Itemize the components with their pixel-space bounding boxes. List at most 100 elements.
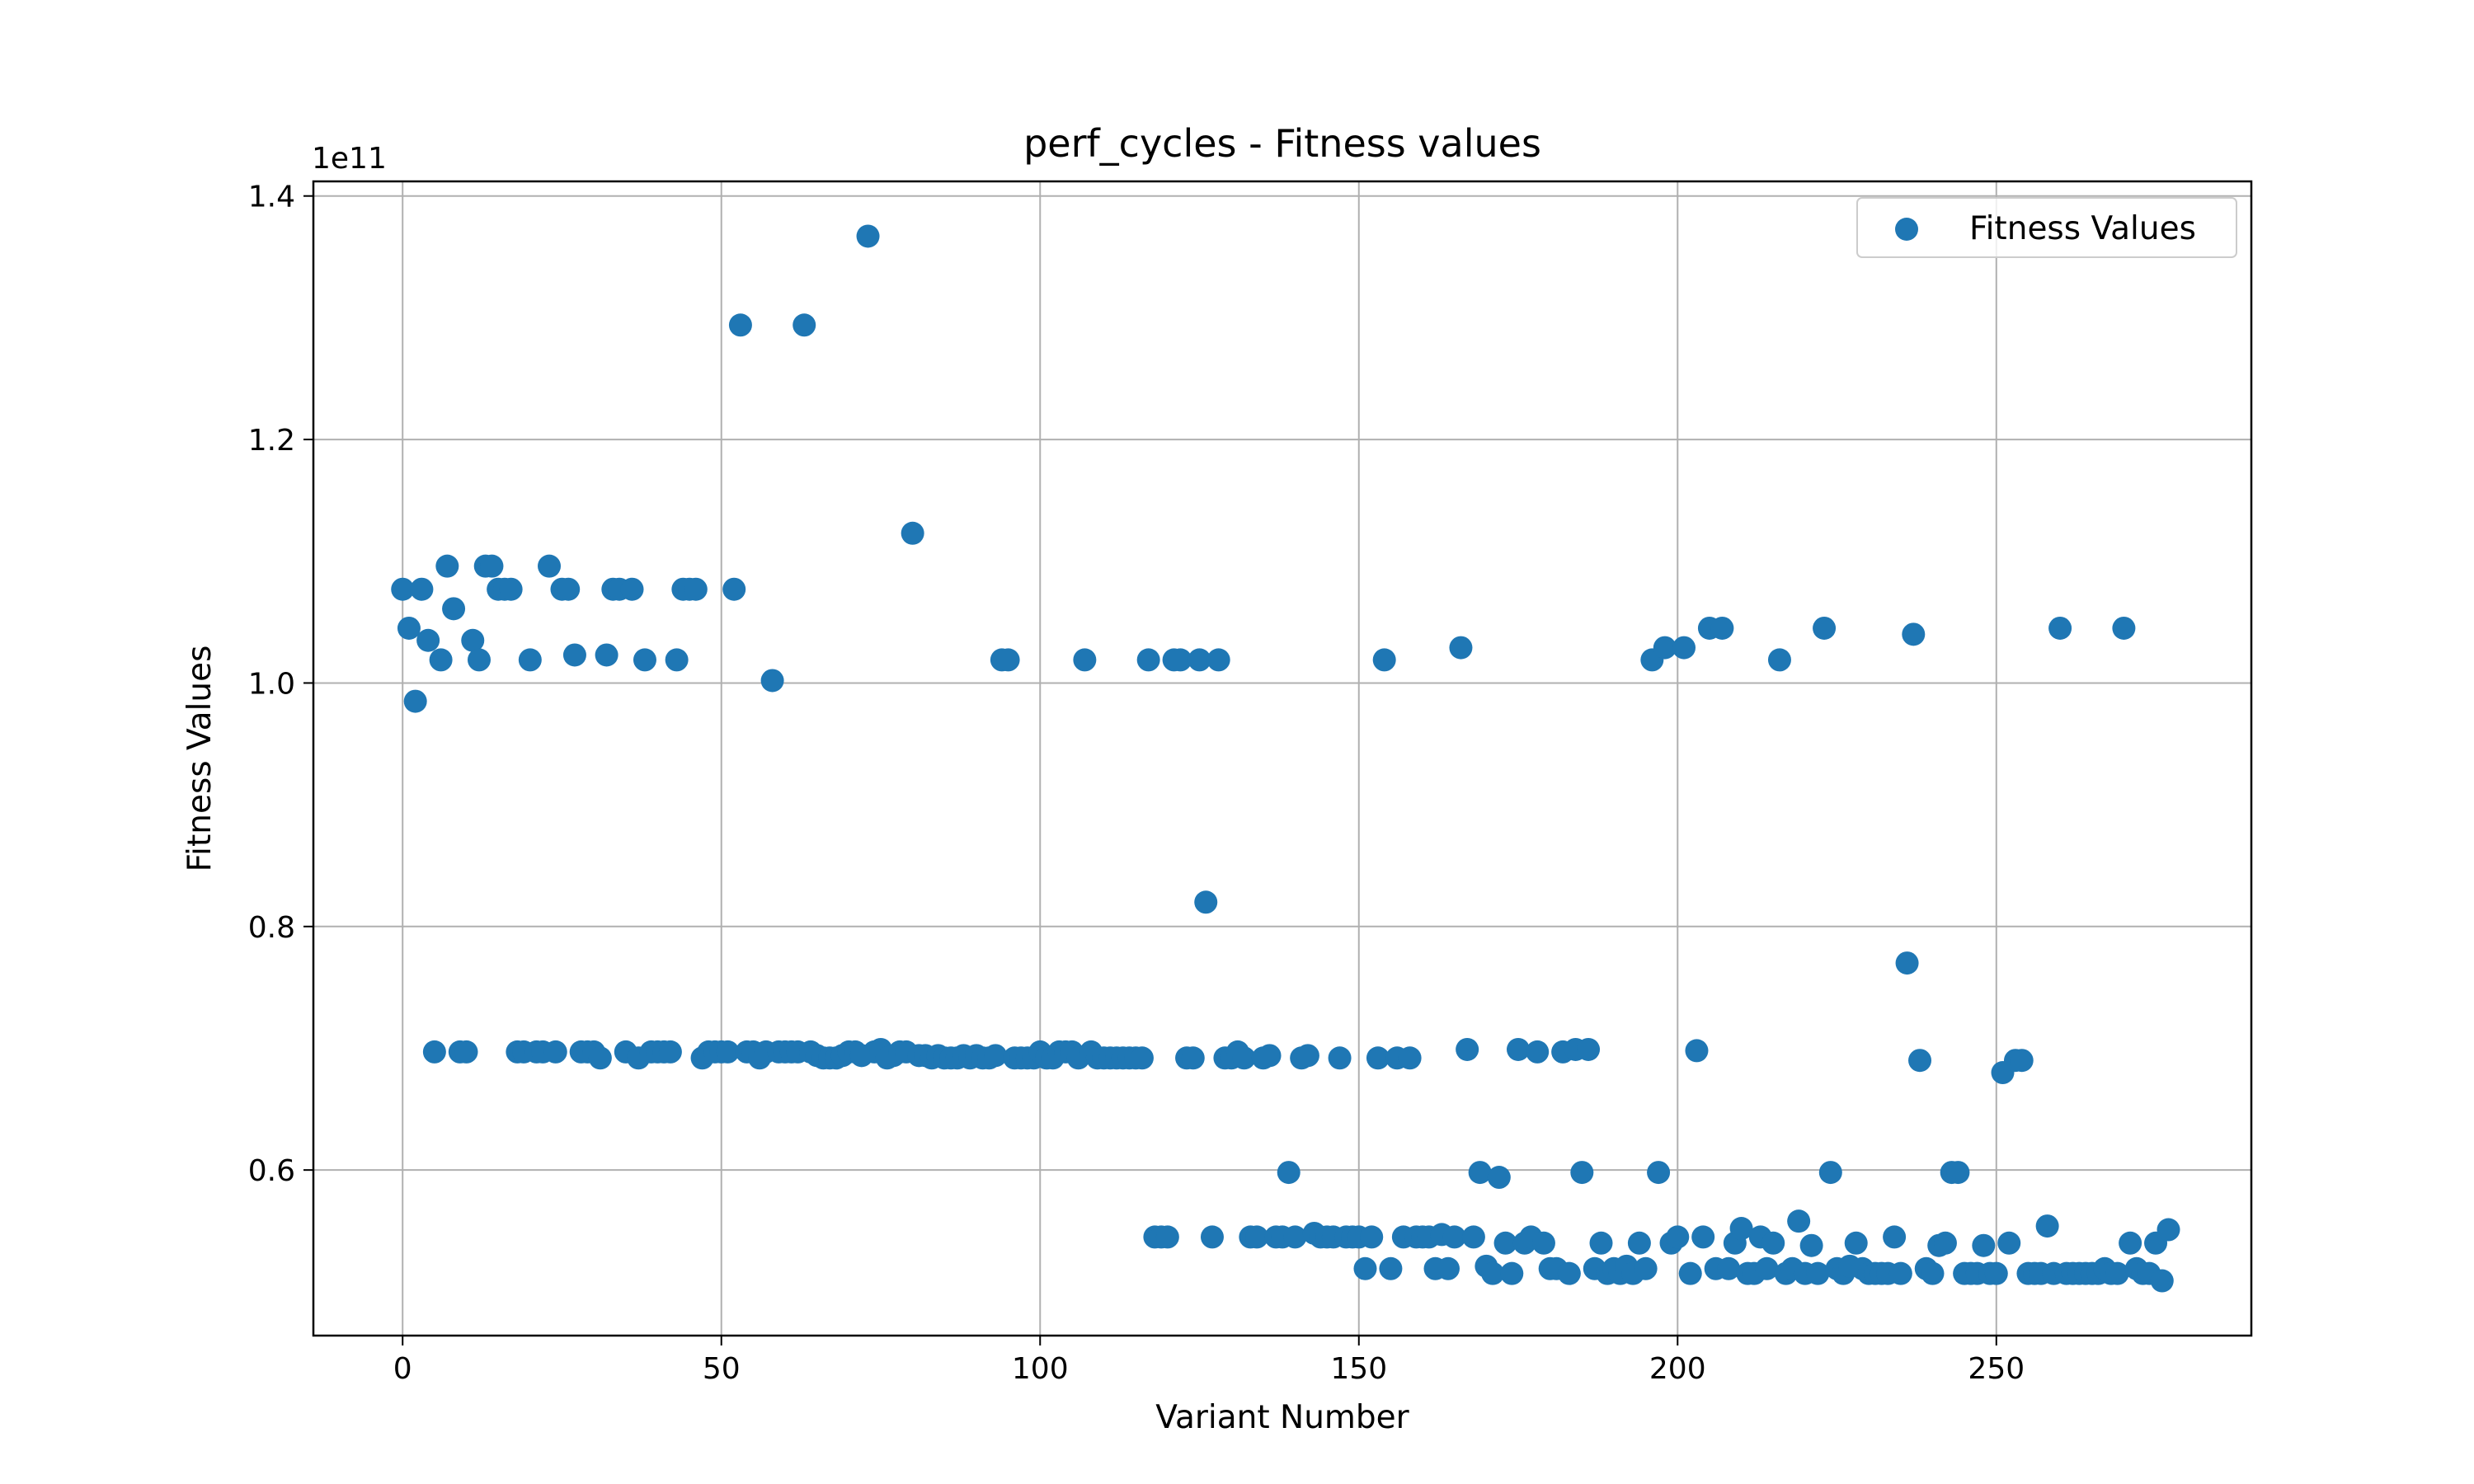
data-point (1277, 1161, 1300, 1185)
data-point (1634, 1256, 1658, 1280)
data-point (996, 648, 1020, 672)
data-point (760, 669, 784, 693)
data-point (665, 648, 689, 672)
x-axis-label: Variant Number (1155, 1399, 1409, 1436)
x-tick-label: 100 (1012, 1352, 1069, 1386)
data-point (1258, 1044, 1282, 1068)
data-point (1181, 1046, 1205, 1070)
data-point (1755, 1256, 1779, 1280)
legend-label: Fitness Values (1969, 210, 2196, 247)
data-point (2035, 1214, 2059, 1238)
data-point (1729, 1217, 1753, 1241)
y-tick-label: 1.0 (248, 667, 295, 701)
y-axis-label: Fitness Values (181, 646, 219, 872)
data-point (1997, 1231, 2021, 1255)
x-tick-label: 200 (1649, 1352, 1706, 1386)
data-point (1895, 951, 1919, 975)
x-tick-label: 0 (393, 1352, 412, 1386)
data-point (1073, 648, 1097, 672)
data-point (1761, 1231, 1785, 1255)
chart-title: perf_cycles - Fitness values (1023, 121, 1541, 166)
data-point (1685, 1039, 1709, 1063)
data-point (1589, 1231, 1613, 1255)
data-point (1787, 1209, 1811, 1233)
data-point (1844, 1231, 1868, 1255)
data-point (1398, 1046, 1422, 1070)
data-point (1206, 648, 1230, 672)
data-point (1507, 1037, 1531, 1061)
y-tick-label: 0.8 (248, 911, 295, 945)
data-point (2112, 616, 2136, 640)
data-point (1283, 1225, 1307, 1249)
data-point (429, 648, 453, 672)
data-point (901, 521, 924, 545)
data-point (658, 1040, 682, 1064)
data-point (633, 648, 656, 672)
data-point (1672, 636, 1696, 660)
data-point (1526, 1040, 1550, 1064)
data-point (1493, 1231, 1517, 1255)
data-point (416, 628, 440, 652)
data-point (2119, 1231, 2142, 1255)
data-point (620, 577, 644, 601)
data-point (1379, 1256, 1403, 1280)
data-point (1921, 1261, 1945, 1285)
data-point (1328, 1046, 1352, 1070)
data-point (1570, 1161, 1594, 1185)
data-point (1136, 648, 1160, 672)
data-point (1130, 1046, 1154, 1070)
data-point (1531, 1231, 1555, 1255)
data-point (1500, 1261, 1524, 1285)
data-point (684, 577, 708, 601)
data-point (1946, 1161, 1970, 1185)
data-point (1169, 648, 1192, 672)
data-point (1818, 1161, 1842, 1185)
data-point (1481, 1261, 1505, 1285)
data-point (1647, 1161, 1671, 1185)
data-point (1296, 1044, 1319, 1068)
data-point (1933, 1231, 1957, 1255)
data-point (1627, 1231, 1651, 1255)
grid (313, 181, 2251, 1336)
legend-marker (1895, 218, 1918, 241)
y-tick-label: 1.4 (248, 181, 295, 214)
data-point (391, 577, 415, 601)
data-point (454, 1040, 478, 1064)
data-point (435, 554, 459, 578)
y-axis-offset-label: 1e11 (312, 142, 387, 176)
data-point (716, 1040, 740, 1064)
data-point (1461, 1225, 1485, 1249)
data-point (538, 554, 562, 578)
data-point (1468, 1161, 1492, 1185)
data-point (1232, 1046, 1256, 1070)
data-point (1372, 648, 1396, 672)
data-point (1366, 1046, 1390, 1070)
data-point (1200, 1225, 1224, 1249)
data-point (557, 577, 581, 601)
data-point (722, 577, 746, 601)
data-point (1653, 636, 1677, 660)
data-point (595, 643, 618, 667)
data-point (1442, 1225, 1466, 1249)
data-point (1353, 1256, 1377, 1280)
data-point (518, 648, 542, 672)
plot-frame (312, 180, 2253, 1337)
data-point (480, 554, 504, 578)
data-point (1577, 1037, 1601, 1061)
data-point (2010, 1049, 2034, 1073)
data-point (1813, 616, 1837, 640)
data-point (2048, 616, 2072, 640)
data-point (728, 313, 752, 337)
data-point (1888, 1261, 1912, 1285)
data-point (1360, 1225, 1384, 1249)
data-point (1188, 648, 1211, 672)
x-tick-label: 150 (1330, 1352, 1387, 1386)
data-point (499, 577, 523, 601)
data-point (1799, 1233, 1823, 1257)
legend-box (1856, 197, 2237, 258)
data-point (1557, 1261, 1581, 1285)
data-point (562, 643, 586, 667)
data-point (1902, 622, 1926, 646)
x-tick-label: 50 (703, 1352, 741, 1386)
data-point (1972, 1233, 1996, 1257)
